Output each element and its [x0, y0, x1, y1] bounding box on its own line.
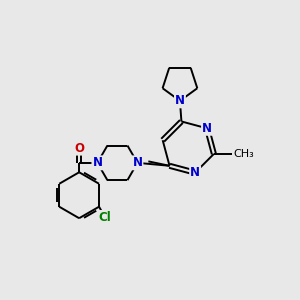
Text: N: N — [132, 156, 142, 169]
Text: O: O — [74, 142, 84, 154]
Text: N: N — [92, 156, 102, 169]
Text: N: N — [175, 94, 185, 107]
Text: N: N — [202, 122, 212, 135]
Text: N: N — [190, 166, 200, 179]
Text: CH₃: CH₃ — [233, 149, 254, 159]
Text: Cl: Cl — [99, 211, 112, 224]
